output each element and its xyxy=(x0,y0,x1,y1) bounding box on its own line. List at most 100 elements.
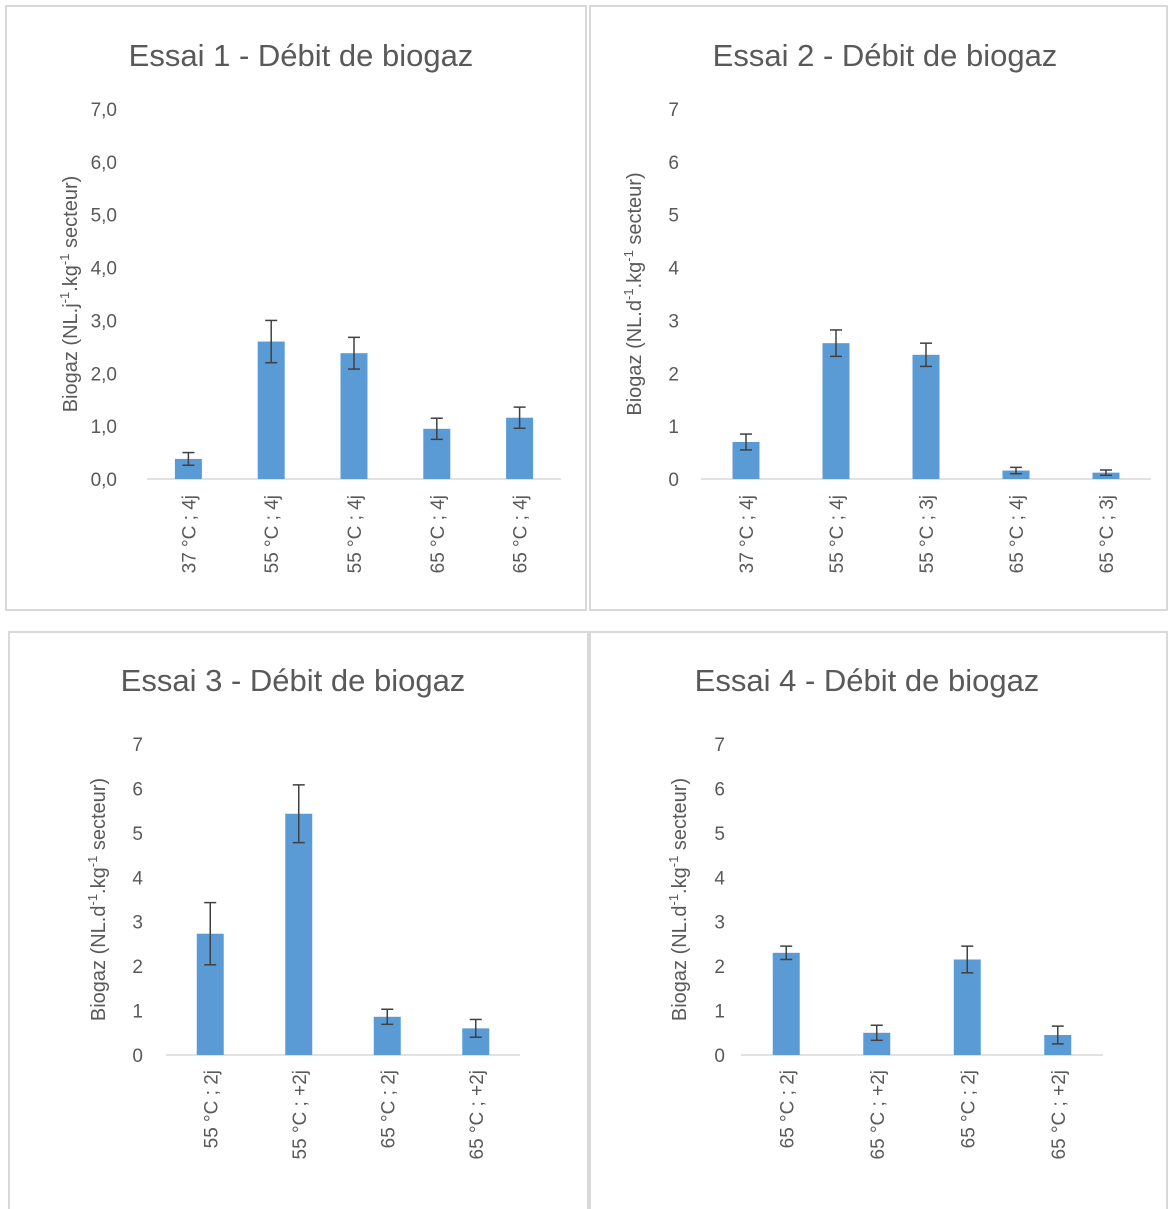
error-bar xyxy=(1051,1025,1064,1045)
error-bar xyxy=(430,417,443,441)
y-tick-label: 3 xyxy=(668,311,679,332)
chart-title: Essai 3 - Débit de biogaz xyxy=(121,663,466,698)
error-bar xyxy=(740,433,752,451)
y-tick-label: 0 xyxy=(714,1046,725,1067)
y-tick-label: 3,0 xyxy=(91,311,117,332)
y-tick-label: 5 xyxy=(132,824,143,845)
bar xyxy=(1002,470,1030,479)
y-tick-label: 1 xyxy=(668,417,679,438)
chart-panel-essai-3: Essai 3 - Débit de biogaz 0 1 2 3 4 5 6 7 Biogaz … xyxy=(8,631,589,1209)
y-axis-title-part: Biogaz (NL.d xyxy=(669,906,691,1022)
bar xyxy=(912,354,940,479)
chart-title: Essai 4 - Débit de biogaz xyxy=(695,663,1040,698)
y-tick-label: 4,0 xyxy=(91,259,117,280)
chart-panel-essai-2: Essai 2 - Débit de biogaz 0 1 2 3 4 5 6 7 Biogaz … xyxy=(589,5,1168,611)
y-tick-label: 7 xyxy=(668,100,679,121)
error-bar xyxy=(348,336,360,370)
y-tick-label: 5 xyxy=(668,206,679,227)
x-category-label: 65 °C ; 4j xyxy=(1007,495,1028,573)
chart-title: Essai 1 - Débit de biogaz xyxy=(129,38,474,73)
y-axis-title-part: .kg xyxy=(669,867,691,894)
y-axis-title-sup: -1 xyxy=(666,894,681,906)
error-bar xyxy=(265,319,278,364)
error-bar xyxy=(870,1024,883,1042)
y-axis-title-part: Biogaz (NL.j xyxy=(60,303,82,412)
x-category-label: 65 °C ; 4j xyxy=(511,495,532,573)
x-category-label: 55 °C ; 2j xyxy=(201,1070,222,1148)
bar xyxy=(174,458,202,479)
y-tick-label: 0 xyxy=(668,470,679,491)
error-bar xyxy=(469,1018,482,1038)
y-tick-label: 7 xyxy=(132,735,143,756)
y-tick-label: 4 xyxy=(668,259,679,280)
y-axis-title: Biogaz (NL.j-1.kg-1 secteur) xyxy=(57,176,82,413)
y-tick-label: 1,0 xyxy=(91,417,117,438)
bar xyxy=(863,1032,891,1055)
y-axis-title-sup: -1 xyxy=(621,288,636,300)
y-axis-title-sup: -1 xyxy=(621,250,636,262)
x-category-label: 37 °C ; 4j xyxy=(179,495,200,573)
error-bar xyxy=(1010,466,1022,475)
x-category-label: 65 °C ; +2j xyxy=(467,1070,488,1159)
y-tick-label: 6 xyxy=(668,153,679,174)
y-tick-label: 6 xyxy=(132,779,143,800)
y-axis-title-sup: -1 xyxy=(57,254,72,266)
y-tick-label: 6 xyxy=(714,779,725,800)
y-tick-label: 1 xyxy=(714,1002,725,1023)
bar xyxy=(1044,1035,1072,1055)
y-axis-title-part: .kg xyxy=(60,265,82,292)
y-tick-label: 5,0 xyxy=(91,206,117,227)
y-axis-title-part: secteur) xyxy=(60,176,82,254)
error-bar xyxy=(920,342,932,368)
y-axis-title-part: .kg xyxy=(88,867,110,894)
chart-svg-essai-1: Essai 1 - Débit de biogaz 0,0 1,0 2,0 3,0 4,0… xyxy=(57,38,561,573)
y-tick-label: 2 xyxy=(668,364,679,385)
bar xyxy=(822,343,850,479)
x-category-label: 65 °C ; +2j xyxy=(868,1070,889,1159)
bar xyxy=(340,353,368,479)
y-axis-title-sup: -1 xyxy=(85,894,100,906)
x-category-label: 65 °C ; 2j xyxy=(378,1070,399,1148)
y-axis-title-part: Biogaz (NL.d xyxy=(88,906,110,1022)
y-axis-title-part: secteur) xyxy=(669,778,691,856)
y-axis-title-sup: -1 xyxy=(85,856,100,868)
x-category-label: 65 °C ; 2j xyxy=(777,1070,798,1148)
y-axis-title-part: secteur) xyxy=(624,172,646,250)
error-bar xyxy=(961,945,974,974)
x-category-label: 55 °C ; +2j xyxy=(290,1070,311,1159)
x-category-label: 55 °C ; 4j xyxy=(345,495,366,573)
x-category-label: 65 °C ; +2j xyxy=(1049,1070,1070,1159)
x-category-label: 55 °C ; 4j xyxy=(827,495,848,573)
y-axis-title-part: secteur) xyxy=(88,778,110,856)
y-axis-title: Biogaz (NL.d-1.kg-1 secteur) xyxy=(666,778,691,1021)
x-category-label: 55 °C ; 4j xyxy=(262,495,283,573)
y-axis-title-part: Biogaz (NL.d xyxy=(624,300,646,416)
x-category-label: 65 °C ; 2j xyxy=(958,1070,979,1148)
chart-svg-essai-3: Essai 3 - Débit de biogaz 0 1 2 3 4 5 6 7 Biogaz … xyxy=(85,663,520,1159)
bar xyxy=(772,952,800,1055)
bar xyxy=(285,813,313,1055)
y-tick-label: 2,0 xyxy=(91,364,117,385)
error-bar xyxy=(1100,469,1112,477)
error-bar xyxy=(182,451,195,467)
bar xyxy=(257,341,285,479)
y-axis-title-sup: -1 xyxy=(57,292,72,304)
y-tick-label: 4 xyxy=(714,868,725,889)
y-tick-label: 7,0 xyxy=(91,100,117,121)
y-tick-label: 7 xyxy=(714,735,725,756)
chart-svg-essai-2: Essai 2 - Débit de biogaz 0 1 2 3 4 5 6 7 Biogaz … xyxy=(621,38,1151,573)
x-category-label: 65 °C ; 4j xyxy=(428,495,449,573)
y-axis-title: Biogaz (NL.d-1.kg-1 secteur) xyxy=(85,778,110,1021)
y-tick-label: 1 xyxy=(132,1002,143,1023)
error-bar xyxy=(381,1008,394,1026)
chart-svg-essai-4: Essai 4 - Débit de biogaz 0 1 2 3 4 5 6 7 Biogaz … xyxy=(666,663,1103,1159)
chart-title: Essai 2 - Débit de biogaz xyxy=(713,38,1058,73)
y-axis-title-part: .kg xyxy=(624,262,646,289)
y-tick-label: 6,0 xyxy=(91,153,117,174)
bar xyxy=(953,959,981,1055)
x-category-label: 37 °C ; 4j xyxy=(737,495,758,573)
x-category-label: 65 °C ; 3j xyxy=(1097,495,1118,573)
y-tick-label: 4 xyxy=(132,868,143,889)
error-bar xyxy=(513,406,526,430)
y-tick-label: 2 xyxy=(132,957,143,978)
